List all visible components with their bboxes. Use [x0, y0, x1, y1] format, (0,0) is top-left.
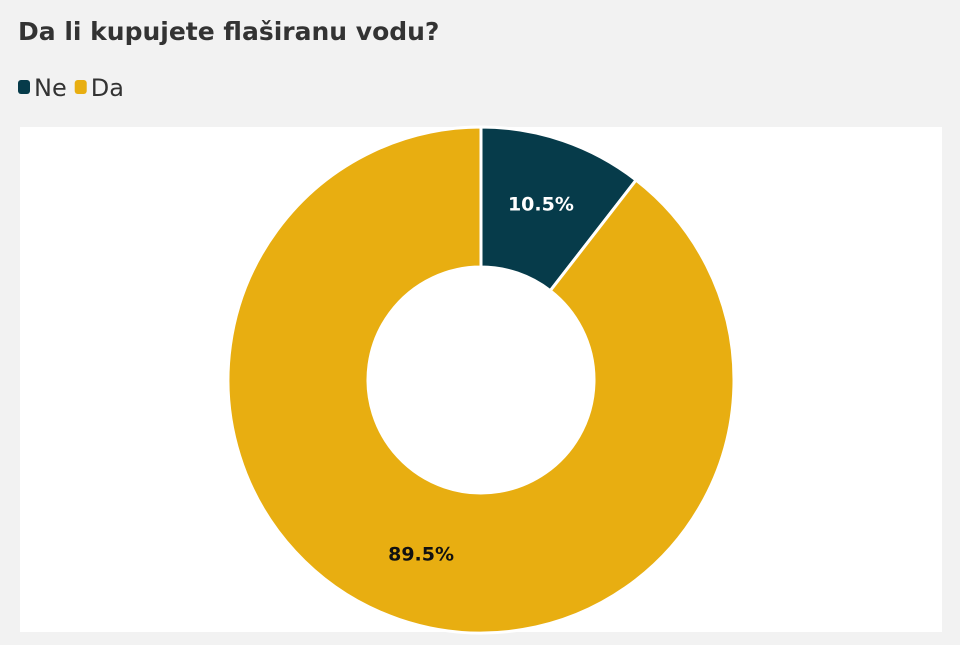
legend-label: Da [91, 74, 124, 102]
slice [226, 125, 736, 635]
value-label: 89.5% [388, 544, 454, 566]
value-label: 10.5% [508, 193, 574, 215]
legend-swatch [18, 80, 30, 94]
slices: 10.5% 89.5% [226, 125, 736, 635]
legend-label: Ne [34, 74, 67, 102]
legend: Ne Da [18, 74, 124, 102]
chart-title: Da li kupujete flaširanu vodu? [18, 17, 439, 46]
legend-swatch [74, 80, 87, 94]
